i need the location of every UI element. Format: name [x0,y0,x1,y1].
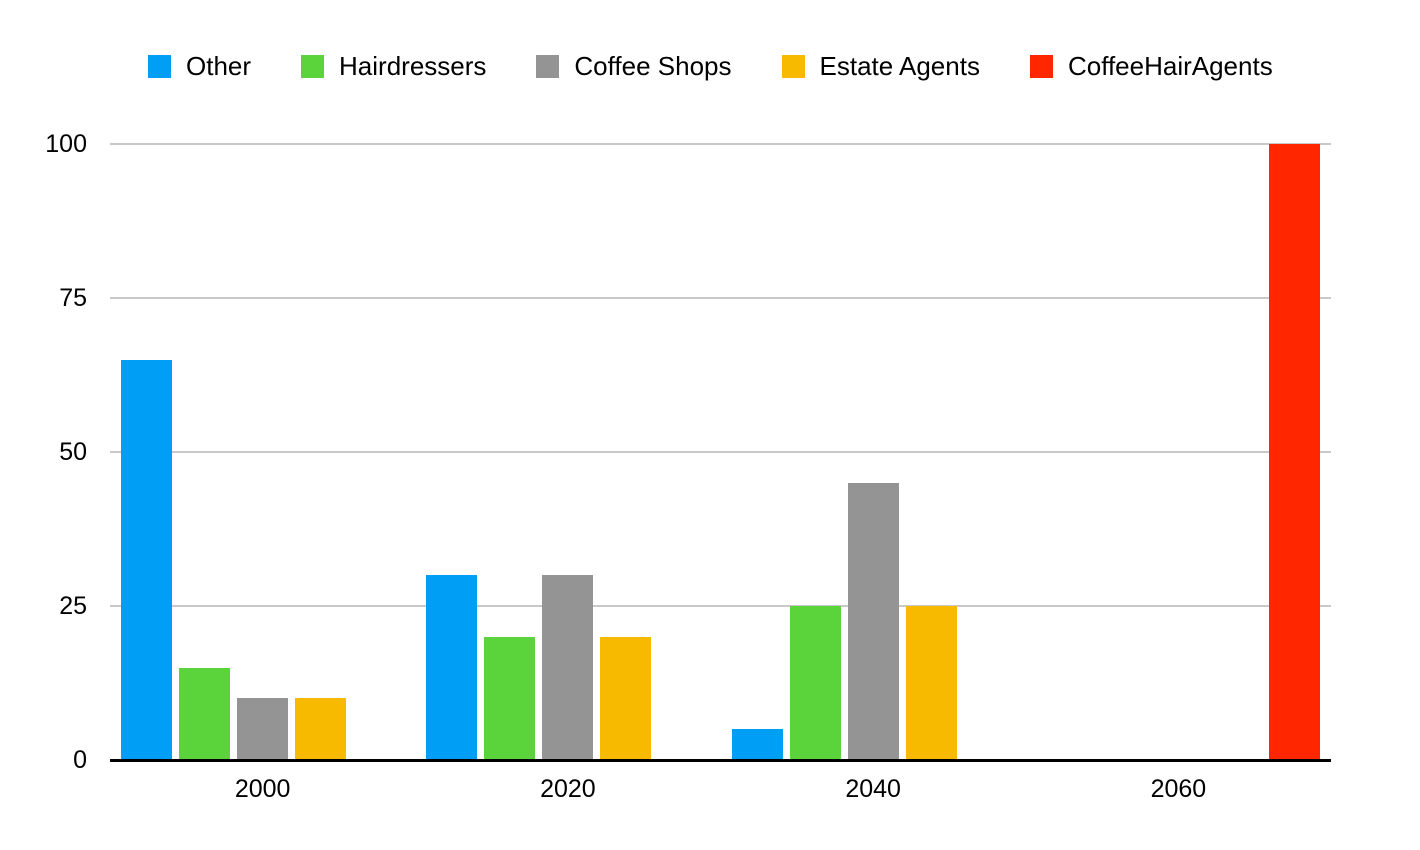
legend-item-estate-agents[interactable]: Estate Agents [781,51,980,81]
y-tick-label-100: 100 [45,130,87,158]
bar-hairdressers-2000[interactable] [179,667,231,760]
legend-item-coffeehairagents[interactable]: CoffeeHairAgents [1029,51,1273,81]
x-tick-label-2020: 2020 [540,775,596,803]
x-tick-label-2000: 2000 [234,775,291,803]
bar-coffee-shops-2040[interactable] [847,482,899,760]
bar-hairdressers-2020[interactable] [484,636,536,760]
legend-label: Estate Agents [819,51,980,81]
bar-estate-agents-2000[interactable] [295,698,347,760]
bar-other-2020[interactable] [426,575,478,760]
legend-swatch-icon [1029,55,1053,78]
legend-swatch-icon [781,55,805,78]
chart-legend: Other Hairdressers Coffee Shops Estate Agen… [148,53,1273,80]
bar-coffee-shops-2020[interactable] [542,575,594,760]
legend-item-coffee-shops[interactable]: Coffee Shops [536,51,732,81]
y-tick-label-75: 75 [59,284,87,312]
bar-other-2000[interactable] [121,359,173,760]
legend-label: CoffeeHairAgents [1067,51,1273,81]
legend-item-other[interactable]: Other [148,53,251,80]
legend-label: Hairdressers [339,51,487,81]
x-axis-line [110,759,1331,762]
gridline-25 [110,605,1331,607]
bar-estate-agents-2040[interactable] [905,606,957,760]
bar-coffee-shops-2000[interactable] [237,698,289,760]
x-tick-label-2060: 2060 [1150,775,1207,803]
bar-other-2040[interactable] [731,729,783,760]
y-tick-label-0: 0 [73,746,87,774]
y-tick-label-25: 25 [59,592,87,620]
gridline-50 [110,451,1331,453]
bar-coffeehairagents-2060[interactable] [1268,144,1320,760]
bar-estate-agents-2020[interactable] [600,636,652,760]
bar-hairdressers-2040[interactable] [789,606,841,760]
legend-swatch-icon [536,55,560,78]
legend-swatch-icon [301,55,325,78]
legend-item-hairdressers[interactable]: Hairdressers [301,53,486,80]
y-tick-label-50: 50 [59,438,87,466]
gridline-100 [110,143,1331,145]
legend-swatch-icon [148,55,171,78]
legend-label: Other [186,51,252,81]
gridline-75 [110,297,1331,299]
legend-label: Coffee Shops [574,51,732,81]
x-tick-label-2040: 2040 [845,775,901,803]
